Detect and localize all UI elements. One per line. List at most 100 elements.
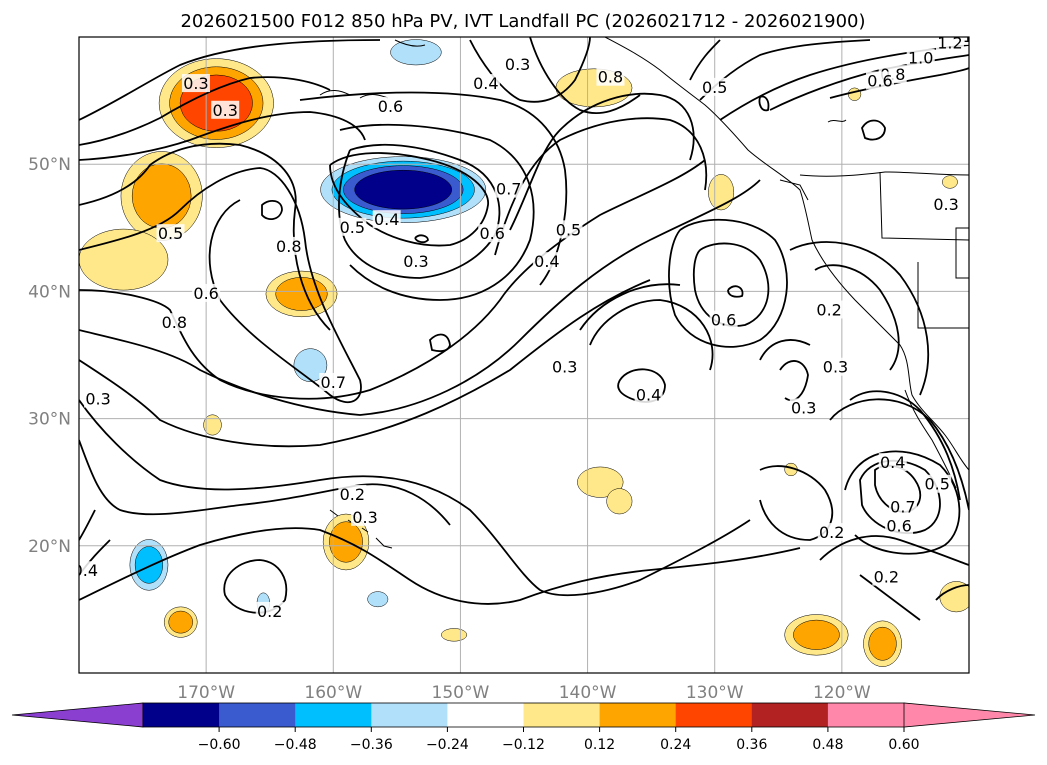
pc-blob (265, 270, 338, 318)
contour-label-bg (338, 484, 367, 503)
gridlines (79, 37, 969, 673)
colorbar-segment (675, 703, 753, 727)
y-tick-label: 40°N (28, 282, 71, 302)
contour-label-bg (906, 48, 935, 67)
contour-label-bg (961, 37, 969, 45)
contour-label: 0.3 (505, 55, 530, 74)
contour-label: 0.8 (162, 313, 187, 332)
colorbar-tick-label: 0.36 (736, 737, 767, 753)
colorbar: −0.60 −0.48 −0.36 −0.24 −0.12 0.12 0.24 0.36 0.4… (11, 702, 1036, 753)
x-tick-label: 130°W (686, 683, 744, 703)
pc-blob-level (793, 619, 840, 650)
contour-label: 0.4 (473, 74, 498, 93)
contour-label-bg (789, 398, 818, 417)
colorbar-segment (599, 703, 677, 727)
contour-label-bg (79, 561, 100, 580)
pc-blob (847, 87, 862, 101)
x-axis-ticks: 170°W 160°W 150°W 140°W 130°W 120°W (177, 683, 871, 703)
contour-label-bg (494, 179, 523, 198)
contour-label-bg (700, 77, 729, 96)
colorbar-segment (143, 703, 220, 727)
contour-label: 0.6 (711, 311, 736, 330)
colorbar-tick-label: 0.12 (584, 737, 615, 753)
colorbar-tick-label: −0.36 (350, 737, 393, 753)
contour-label-bg (160, 313, 189, 332)
pc-blob (942, 175, 958, 189)
contour-label-bg (338, 217, 367, 236)
pc-blob (441, 628, 468, 642)
pc-blob-level (606, 488, 633, 515)
contour-label: 0.6 (867, 72, 892, 91)
pc-blob (784, 614, 849, 656)
contour-label-bg (888, 497, 917, 516)
contour-label-bg (471, 74, 500, 93)
contour-label: 0.5 (340, 218, 365, 237)
contour-label: 0.3 (823, 358, 848, 377)
contour-label-bg (255, 601, 284, 620)
contour-label: 0.2 (340, 485, 365, 504)
contour-label-bg (923, 474, 952, 493)
x-tick-label: 150°W (432, 683, 490, 703)
pc-blob (606, 488, 633, 515)
pc-blob-level (939, 581, 969, 613)
contour-label-bg (192, 283, 221, 302)
y-axis-ticks: 50°N 40°N 30°N 20°N (28, 155, 71, 557)
pc-blob-level (367, 591, 389, 608)
colorbar-tick-label: −0.24 (426, 737, 469, 753)
contour-label-bg (866, 71, 894, 90)
contour-label-bg (821, 357, 850, 376)
pc-shading-layer (79, 39, 969, 667)
colorbar-tick-label: 0.48 (812, 737, 843, 753)
contour-label: 0.2 (257, 602, 282, 621)
contour-label: 1.0 (908, 49, 933, 68)
colorbar-segment (751, 703, 829, 727)
contour-label-bg (709, 310, 738, 329)
contour-label-bg (532, 252, 561, 271)
pc-blob-level (390, 39, 442, 66)
colorbar-tick-label: 0.60 (888, 737, 919, 753)
contour-label: 0.4 (636, 386, 661, 405)
pc-blob (163, 606, 198, 638)
coastlines (319, 37, 969, 549)
contour-label: 0.8 (276, 237, 301, 256)
pc-blob-level (441, 628, 468, 642)
contour-label: 0.4 (374, 210, 399, 229)
pc-blob (939, 581, 969, 613)
colorbar-segment (447, 703, 524, 727)
colorbar-segment (827, 703, 905, 727)
contour-label: 0.6 (479, 224, 504, 243)
contour-label: 0.6 (193, 284, 218, 303)
pv-contours (79, 37, 969, 621)
pc-blob-level (131, 163, 192, 229)
x-tick-label: 140°W (559, 683, 617, 703)
contour-labels: 0.30.30.30.40.60.80.50.81.01.21.40.60.70… (73, 37, 969, 621)
contour-label-bg (554, 220, 583, 239)
contour-label: 0.4 (73, 561, 98, 580)
contour-label: 0.5 (556, 220, 581, 239)
chart-title: 2026021500 F012 850 hPa PV, IVT Landfall… (180, 11, 865, 32)
colorbar-extend-high (903, 702, 1036, 728)
contour-label: 0.3 (403, 252, 428, 271)
pc-blob (390, 39, 442, 66)
contour-label: 0.3 (552, 358, 577, 377)
colorbar-tick-label: 0.24 (660, 737, 691, 753)
contour-label-bg (634, 385, 663, 404)
contour-label-bg (935, 37, 964, 52)
contour-label-bg (211, 100, 240, 119)
contour-label: 0.4 (880, 453, 905, 472)
contour-label-bg (274, 236, 303, 255)
pc-blob-level (354, 169, 453, 210)
contour-label-bg (478, 224, 507, 243)
x-tick-label: 170°W (177, 683, 235, 703)
pc-blob (367, 591, 389, 608)
contour-label: 0.3 (85, 390, 110, 409)
contour-label: 0.2 (816, 300, 841, 319)
pc-blob (203, 414, 222, 436)
contour-label-bg (550, 357, 579, 376)
colorbar-extend-low (11, 702, 144, 728)
contour-label: 0.3 (791, 398, 816, 417)
pc-blob (577, 466, 624, 498)
pc-blob-level (203, 414, 222, 436)
pc-blob (129, 539, 169, 591)
y-tick-label: 20°N (28, 537, 71, 557)
